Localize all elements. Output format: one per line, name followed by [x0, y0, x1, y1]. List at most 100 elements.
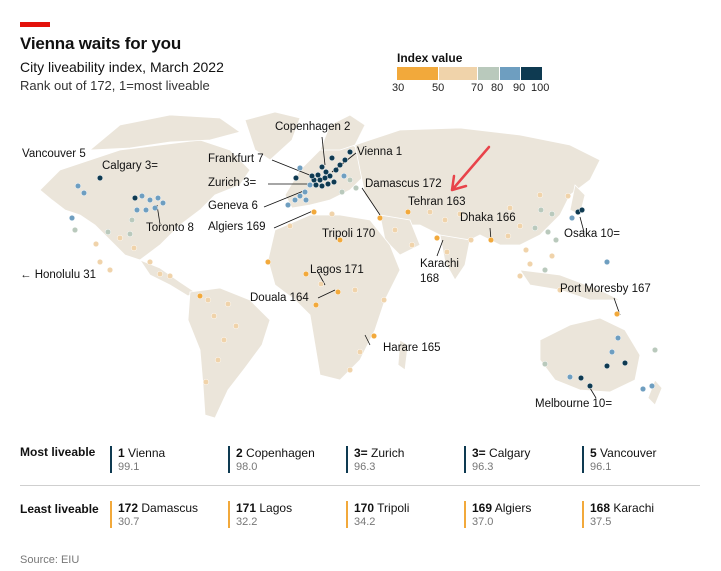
city-dot: [224, 300, 232, 308]
least-value: 30.7: [118, 516, 140, 528]
land-scandinavia: [319, 114, 366, 151]
legend-tick: 80: [491, 82, 504, 94]
city-dot: [92, 240, 100, 248]
least-cell-1: 172 Damascus 30.7: [110, 501, 198, 528]
label-douala: Douala 164: [250, 292, 309, 304]
label-calgary: Calgary 3=: [102, 160, 158, 172]
table-divider: [20, 485, 700, 486]
city-dot: [338, 188, 346, 196]
city-dot: [556, 286, 564, 294]
city-dot: [391, 226, 399, 234]
city-dots: [68, 148, 659, 393]
label-melbourne: Melbourne 10=: [535, 398, 613, 410]
most-cell-5: 5 Vancouver 96.1: [582, 446, 657, 473]
leader-lagos: [317, 271, 326, 286]
label-lagos: Lagos 171: [310, 264, 364, 276]
most-cell-1: 1 Vienna 99.1: [110, 446, 165, 473]
city-dot: [220, 336, 228, 344]
label-vienna: Vienna 1: [357, 146, 403, 158]
chart-subtitle: City liveability index, March 2022: [20, 59, 224, 75]
least-liveable-label: Least liveable: [20, 502, 99, 516]
city-dot: [68, 214, 76, 222]
label-karachi-rank: 168: [420, 273, 440, 285]
leader-algiers: [273, 209, 316, 229]
city-dot: [210, 312, 218, 320]
city-dot: [104, 228, 112, 236]
land-alaska-canada-arctic: [88, 114, 241, 151]
city-dot: [302, 196, 310, 204]
city-dot: [302, 270, 310, 278]
legend-seg-70-80: [478, 67, 499, 80]
city-dot: [312, 181, 320, 189]
most-value: 96.3: [472, 461, 494, 473]
city-dot: [214, 356, 222, 364]
city-dot: [526, 260, 534, 268]
city-dot: [116, 234, 124, 242]
leader-karachi: [436, 239, 444, 257]
land-greenland: [244, 111, 301, 161]
leader-frankfurt: [271, 159, 313, 177]
city-dot: [548, 210, 556, 218]
city-dot: [336, 161, 344, 169]
city-dot: [639, 385, 647, 393]
city-dot: [106, 266, 114, 274]
legend-tick: 100: [531, 82, 550, 94]
legend-seg-30-50: [397, 67, 438, 80]
city-dot: [310, 208, 318, 216]
arrow-tehran: [450, 145, 491, 192]
most-city: 3= Zurich: [354, 446, 405, 460]
city-dot: [264, 258, 272, 266]
most-value: 99.1: [118, 461, 140, 473]
city-dot: [284, 201, 292, 209]
city-dot: [318, 163, 326, 171]
leader-damascus: [361, 187, 381, 216]
city-dot: [312, 301, 320, 309]
city-dot: [541, 360, 549, 368]
city-dot: [577, 374, 585, 382]
city-dot: [286, 222, 294, 230]
city-dot: [408, 241, 416, 249]
label-zurich: Zurich 3=: [208, 177, 257, 189]
label-copenhagen: Copenhagen 2: [275, 121, 351, 133]
label-osaka: Osaka 10=: [564, 228, 620, 240]
label-frankfurt: Frankfurt 7: [208, 153, 264, 165]
land-north-america: [39, 139, 251, 261]
legend-tick: 50: [432, 82, 445, 94]
city-dot: [380, 296, 388, 304]
city-dot: [541, 266, 549, 274]
city-dot: [552, 236, 560, 244]
land-se-asia-islands: [519, 269, 621, 301]
least-value: 32.2: [236, 516, 258, 528]
city-dot: [336, 236, 344, 244]
least-value: 37.0: [472, 516, 494, 528]
city-dot: [332, 166, 340, 174]
city-dot: [80, 189, 88, 197]
city-dot: [317, 280, 325, 288]
source-note: Source: EIU: [20, 554, 80, 566]
land-central-america: [138, 259, 196, 297]
city-dot: [301, 188, 309, 196]
city-dot: [328, 154, 336, 162]
least-value: 34.2: [354, 516, 376, 528]
land-madagascar: [397, 339, 409, 371]
most-cell-2: 2 Copenhagen 98.0: [228, 446, 315, 473]
legend-seg-80-90: [500, 67, 520, 80]
city-dot: [96, 258, 104, 266]
city-dot: [146, 258, 154, 266]
city-dot: [537, 206, 545, 214]
city-dot: [130, 244, 138, 252]
label-vancouver: Vancouver 5: [22, 148, 86, 160]
city-dot: [648, 382, 656, 390]
label-tehran: Tehran 163: [408, 196, 466, 208]
least-city: 169 Algiers: [472, 501, 532, 515]
legend-tick: 70: [471, 82, 484, 94]
land-south-america: [187, 287, 271, 419]
city-dot: [433, 234, 441, 242]
city-dot: [326, 172, 334, 180]
city-dot: [296, 164, 304, 172]
city-dot: [443, 248, 451, 256]
city-dot: [232, 322, 240, 330]
legend-title: Index value: [397, 51, 463, 65]
most-cell-3: 3= Zurich 96.3: [346, 446, 404, 473]
city-dot: [506, 204, 514, 212]
